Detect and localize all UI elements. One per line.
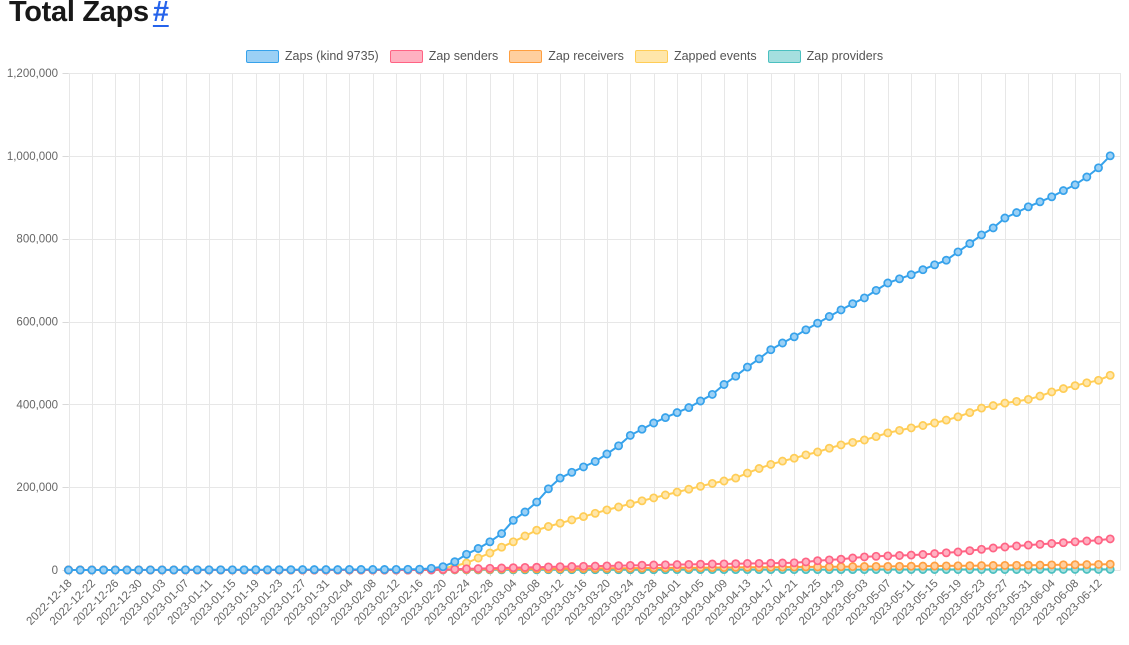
legend-item-zapped-events[interactable]: Zapped events: [634, 49, 757, 63]
legend-item-zap-receivers[interactable]: Zap receivers: [509, 49, 624, 63]
legend-item-zap-senders[interactable]: Zap senders: [389, 49, 499, 63]
svg-text:1,000,000: 1,000,000: [7, 151, 58, 163]
svg-text:0: 0: [52, 565, 58, 577]
legend-label: Zap receivers: [548, 49, 624, 63]
y-axis-labels: 0 200,000 400,000 600,000 800,000 1,000,000 1,…: [7, 68, 58, 577]
legend-label: Zaps (kind 9735): [284, 49, 379, 63]
series-zaps-kind-9735: [64, 151, 1115, 575]
legend-label: Zapped events: [673, 49, 757, 63]
title-anchor-link[interactable]: #: [152, 0, 169, 28]
svg-text:200,000: 200,000: [16, 482, 58, 494]
legend-swatch-zaps-kind-9735: [245, 49, 279, 63]
x-axis-labels: 2022-12-182022-12-222022-12-262022-12-30…: [25, 577, 1105, 628]
svg-text:400,000: 400,000: [16, 399, 58, 411]
legend-swatch-zap-providers: [767, 49, 801, 63]
legend-label: Zap providers: [806, 49, 884, 63]
legend-swatch-zapped-events: [634, 49, 668, 63]
legend-item-zaps-kind-9735[interactable]: Zaps (kind 9735): [245, 49, 379, 63]
svg-text:1,200,000: 1,200,000: [7, 68, 58, 80]
page-title-text: Total Zaps: [9, 0, 149, 28]
legend-item-zap-providers[interactable]: Zap providers: [767, 49, 884, 63]
grid: [62, 73, 1121, 576]
svg-text:600,000: 600,000: [16, 317, 58, 329]
series-zapped-events: [64, 370, 1115, 575]
chart-legend: Zaps (kind 9735) Zap senders Zap receivers…: [0, 49, 1129, 63]
page-title: Total Zaps #: [9, 0, 169, 29]
svg-text:800,000: 800,000: [16, 234, 58, 246]
legend-swatch-zap-senders: [389, 49, 423, 63]
legend-label: Zap senders: [428, 49, 499, 63]
legend-swatch-zap-receivers: [509, 49, 543, 63]
